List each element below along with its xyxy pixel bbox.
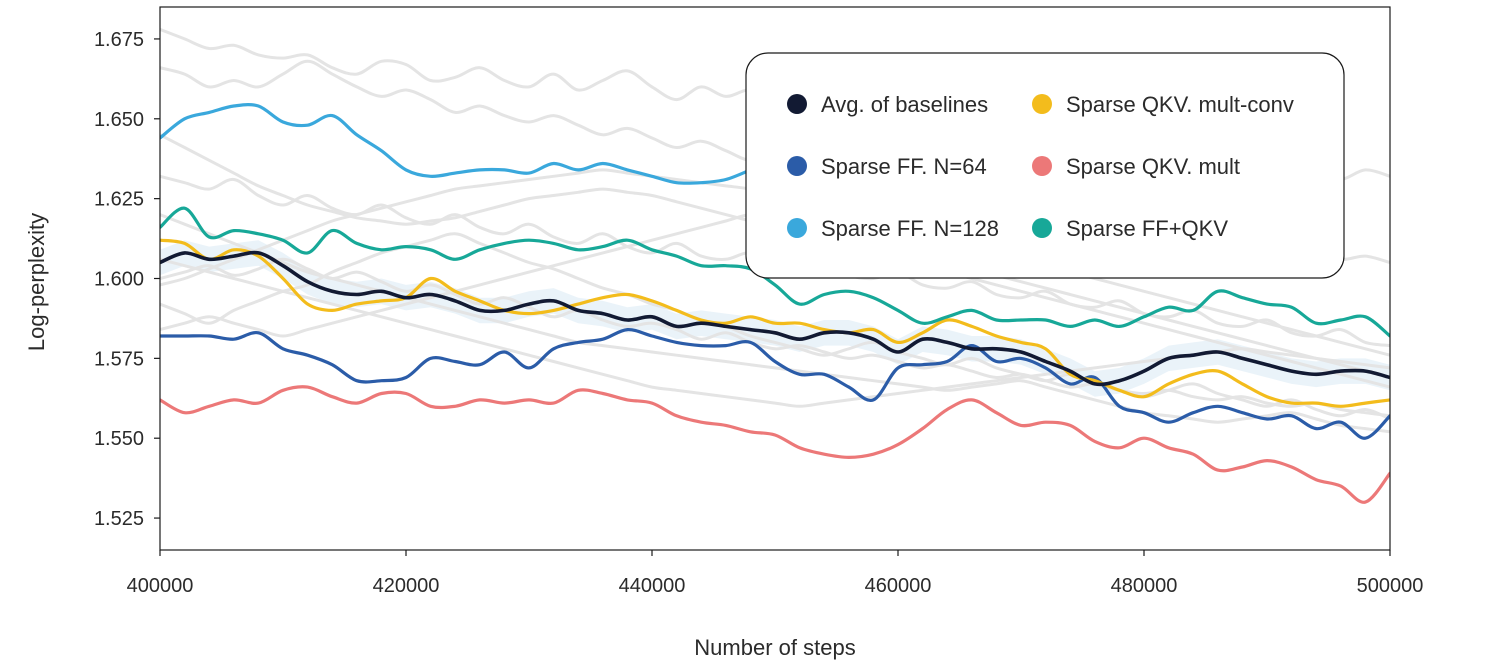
x-tick-label: 480000 bbox=[1111, 575, 1178, 597]
series-line-sparse-ff-n-128 bbox=[160, 102, 752, 185]
series-line-sparse-qkv-mult-conv bbox=[160, 238, 1390, 408]
legend-label: Avg. of baselines bbox=[821, 92, 988, 117]
series-line-sparse-qkv-mult bbox=[160, 385, 1390, 504]
legend-marker bbox=[787, 218, 807, 238]
y-tick-label: 1.625 bbox=[94, 189, 144, 211]
x-tick-label: 400000 bbox=[127, 575, 194, 597]
y-tick-label: 1.600 bbox=[94, 269, 144, 291]
legend-marker bbox=[1032, 156, 1052, 176]
legend-label: Sparse QKV. mult bbox=[1066, 154, 1240, 179]
series-line-sparse-ff-n-64 bbox=[160, 327, 1390, 440]
baseline-run-line bbox=[160, 232, 1390, 421]
baseline-variance-band bbox=[160, 240, 1390, 397]
legend: Avg. of baselines Sparse FF. N=64 Sparse F… bbox=[745, 52, 1345, 279]
legend-marker bbox=[787, 156, 807, 176]
x-tick-label: 440000 bbox=[619, 575, 686, 597]
y-axis-ticks: 1.525 1.550 1.575 1.600 1.625 1.650 1.675 bbox=[94, 29, 160, 530]
x-tick-label: 460000 bbox=[865, 575, 932, 597]
y-tick-label: 1.550 bbox=[94, 428, 144, 450]
x-axis-ticks: 400000 420000 440000 460000 480000 500000 bbox=[127, 550, 1424, 597]
y-tick-label: 1.575 bbox=[94, 348, 144, 370]
legend-label: Sparse QKV. mult-conv bbox=[1066, 92, 1294, 117]
baseline-run-line bbox=[160, 257, 1390, 418]
x-tick-label: 420000 bbox=[373, 575, 440, 597]
y-axis-label: Log-perplexity bbox=[24, 213, 49, 351]
x-axis-label: Number of steps bbox=[694, 635, 855, 660]
legend-marker bbox=[787, 94, 807, 114]
series-line-sparse-ff-qkv bbox=[160, 206, 1390, 338]
legend-marker bbox=[1032, 94, 1052, 114]
legend-label: Sparse FF. N=64 bbox=[821, 154, 987, 179]
variance-band bbox=[160, 240, 1390, 397]
y-tick-label: 1.650 bbox=[94, 109, 144, 131]
legend-label: Sparse FF. N=128 bbox=[821, 216, 999, 241]
legend-label: Sparse FF+QKV bbox=[1066, 216, 1228, 241]
series-lines bbox=[160, 102, 1390, 504]
series-line-avg-of-baselines bbox=[160, 250, 1390, 387]
y-tick-label: 1.675 bbox=[94, 29, 144, 51]
x-tick-label: 500000 bbox=[1357, 575, 1424, 597]
legend-marker bbox=[1032, 218, 1052, 238]
y-tick-label: 1.525 bbox=[94, 508, 144, 530]
baseline-run-line bbox=[160, 213, 1390, 434]
